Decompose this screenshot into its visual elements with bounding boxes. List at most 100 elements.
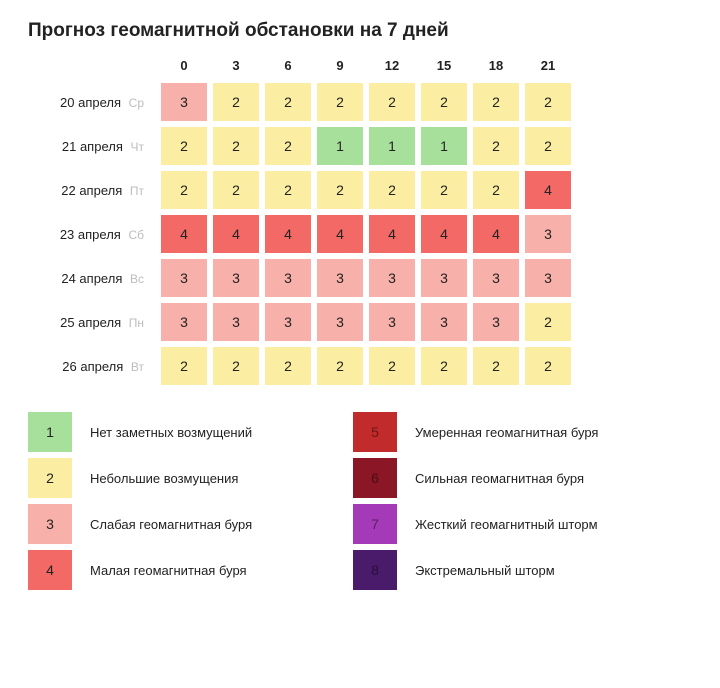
table-row: 25 апреля Пн33333332: [28, 300, 574, 344]
hour-header: 21: [522, 50, 574, 80]
legend-item: 4Малая геомагнитная буря: [28, 550, 343, 590]
legend-level: 7: [371, 516, 379, 532]
forecast-table: 036912151821 20 апреля Ср3222222221 апре…: [28, 50, 574, 388]
table-row: 23 апреля Сб44444443: [28, 212, 574, 256]
forecast-cell: 3: [418, 256, 470, 300]
row-dow: Вт: [131, 360, 144, 374]
forecast-cell: 2: [522, 124, 574, 168]
forecast-cell: 4: [522, 168, 574, 212]
table-row: 21 апреля Чт22211122: [28, 124, 574, 168]
row-date-label: 26 апреля Вт: [28, 344, 158, 388]
legend-level: 1: [46, 424, 54, 440]
forecast-cell: 2: [522, 80, 574, 124]
legend-swatch: 8: [353, 550, 397, 590]
forecast-cell: 4: [418, 212, 470, 256]
hour-header: 15: [418, 50, 470, 80]
forecast-cell: 1: [314, 124, 366, 168]
forecast-cell: 3: [366, 256, 418, 300]
legend-item: 2 Небольшие возмущения: [28, 458, 343, 498]
forecast-cell: 2: [210, 124, 262, 168]
forecast-cell: 2: [366, 80, 418, 124]
legend-label: Небольшие возмущения: [90, 471, 238, 486]
forecast-cell: 3: [158, 256, 210, 300]
row-date-label: 20 апреля Ср: [28, 80, 158, 124]
forecast-cell: 3: [210, 256, 262, 300]
legend-label: Малая геомагнитная буря: [90, 563, 247, 578]
hour-header: 9: [314, 50, 366, 80]
forecast-cell: 2: [418, 168, 470, 212]
forecast-cell: 2: [314, 344, 366, 388]
forecast-cell: 2: [470, 80, 522, 124]
legend-swatch: 6: [353, 458, 397, 498]
forecast-cell: 2: [158, 168, 210, 212]
table-header-row: 036912151821: [28, 50, 574, 80]
forecast-cell: 4: [314, 212, 366, 256]
legend-swatch: 2: [28, 458, 72, 498]
hour-header: 3: [210, 50, 262, 80]
hour-header: 0: [158, 50, 210, 80]
legend-swatch: 1: [28, 412, 72, 452]
forecast-cell: 2: [522, 344, 574, 388]
row-dow: Вс: [130, 272, 144, 286]
forecast-cell: 3: [470, 256, 522, 300]
row-date-label: 25 апреля Пн: [28, 300, 158, 344]
table-row: 20 апреля Ср32222222: [28, 80, 574, 124]
forecast-cell: 1: [366, 124, 418, 168]
forecast-cell: 3: [366, 300, 418, 344]
row-date: 22 апреля: [61, 183, 122, 198]
row-dow: Чт: [131, 140, 145, 154]
legend-item: 6Сильная геомагнитная буря: [353, 458, 668, 498]
forecast-cell: 3: [418, 300, 470, 344]
legend-label: Слабая геомагнитная буря: [90, 517, 252, 532]
forecast-cell: 2: [418, 80, 470, 124]
forecast-cell: 1: [418, 124, 470, 168]
forecast-cell: 3: [158, 300, 210, 344]
forecast-cell: 2: [366, 344, 418, 388]
row-date-label: 22 апреля Пт: [28, 168, 158, 212]
blank-header: [28, 50, 158, 80]
forecast-cell: 2: [262, 80, 314, 124]
legend-item: 7Жесткий геомагнитный шторм: [353, 504, 668, 544]
forecast-cell: 2: [366, 168, 418, 212]
legend-item: 8Экстремальный шторм: [353, 550, 668, 590]
forecast-cell: 3: [522, 212, 574, 256]
forecast-cell: 4: [158, 212, 210, 256]
legend-item: 1Нет заметных возмущений: [28, 412, 343, 452]
legend-level: 8: [371, 562, 379, 578]
forecast-cell: 2: [210, 80, 262, 124]
legend-swatch: 3: [28, 504, 72, 544]
forecast-cell: 3: [314, 256, 366, 300]
forecast-cell: 2: [522, 300, 574, 344]
forecast-cell: 3: [470, 300, 522, 344]
row-date: 26 апреля: [62, 359, 123, 374]
row-date: 23 апреля: [60, 227, 121, 242]
legend-level: 6: [371, 470, 379, 486]
forecast-cell: 3: [314, 300, 366, 344]
row-date: 21 апреля: [62, 139, 123, 154]
row-dow: Пт: [130, 184, 144, 198]
legend-item: 3 Слабая геомагнитная буря: [28, 504, 343, 544]
table-row: 24 апреля Вс33333333: [28, 256, 574, 300]
hour-header: 12: [366, 50, 418, 80]
forecast-cell: 4: [366, 212, 418, 256]
legend-level: 5: [371, 424, 379, 440]
row-dow: Сб: [128, 228, 144, 242]
table-row: 26 апреля Вт22222222: [28, 344, 574, 388]
row-date: 25 апреля: [60, 315, 121, 330]
legend-item: 5Умеренная геомагнитная буря: [353, 412, 668, 452]
forecast-cell: 3: [522, 256, 574, 300]
forecast-cell: 3: [262, 300, 314, 344]
forecast-cell: 2: [470, 168, 522, 212]
forecast-cell: 2: [262, 344, 314, 388]
forecast-cell: 4: [210, 212, 262, 256]
forecast-cell: 2: [314, 168, 366, 212]
hour-header: 18: [470, 50, 522, 80]
forecast-cell: 2: [470, 124, 522, 168]
forecast-cell: 2: [314, 80, 366, 124]
legend-swatch: 7: [353, 504, 397, 544]
legend: 1Нет заметных возмущений5Умеренная геома…: [28, 412, 668, 590]
forecast-cell: 4: [262, 212, 314, 256]
row-dow: Ср: [129, 96, 144, 110]
forecast-cell: 2: [210, 344, 262, 388]
page-title: Прогноз геомагнитной обстановки на 7 дне…: [28, 20, 692, 42]
